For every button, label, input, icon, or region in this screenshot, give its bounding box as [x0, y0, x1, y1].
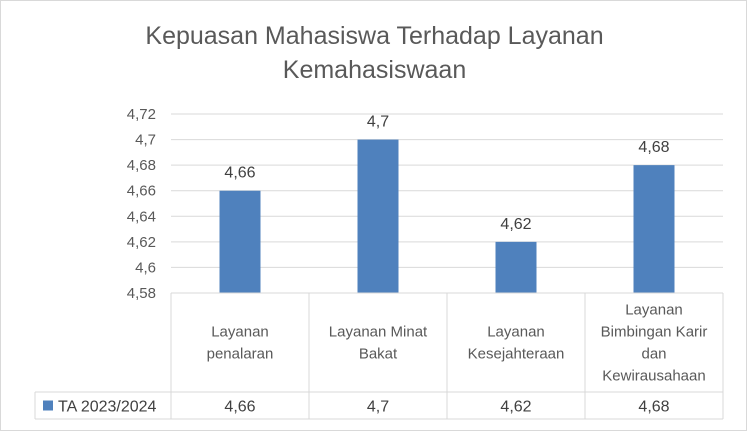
y-tick-label: 4,72 [127, 106, 156, 123]
category-label: Bimbingan Karir [601, 324, 708, 341]
data-label: 4,7 [367, 114, 389, 131]
category-label: penalaran [207, 346, 274, 363]
table-value-cell: 4,7 [367, 399, 389, 416]
category-label: Bakat [359, 346, 398, 363]
category-label: Layanan [625, 302, 683, 319]
table-value-cell: 4,68 [638, 399, 669, 416]
category-label: Kewirausahaan [602, 368, 705, 385]
category-label: dan [641, 346, 666, 363]
series-name: TA 2023/2024 [58, 399, 157, 416]
chart-title: Kepuasan Mahasiswa Terhadap Layanan Kema… [145, 22, 604, 84]
category-label: Layanan Minat [329, 324, 428, 341]
bar [495, 241, 537, 293]
table-value-cell: 4,66 [224, 399, 255, 416]
data-label: 4,68 [638, 139, 669, 156]
y-tick-label: 4,68 [127, 157, 156, 174]
bar [633, 165, 675, 293]
y-tick-label: 4,58 [127, 285, 156, 302]
y-tick-label: 4,64 [127, 208, 156, 225]
y-tick-label: 4,62 [127, 234, 156, 251]
y-tick-label: 4,7 [135, 132, 156, 149]
category-label: Layanan [487, 324, 545, 341]
table-value-cell: 4,62 [500, 399, 531, 416]
data-label: 4,66 [224, 165, 255, 182]
category-label: Kesejahteraan [468, 346, 565, 363]
y-tick-label: 4,6 [135, 259, 156, 276]
data-label: 4,62 [500, 216, 531, 233]
y-tick-label: 4,66 [127, 183, 156, 200]
legend-swatch [43, 400, 53, 411]
category-label: Layanan [211, 324, 269, 341]
bar [357, 139, 399, 293]
bar [219, 190, 261, 293]
